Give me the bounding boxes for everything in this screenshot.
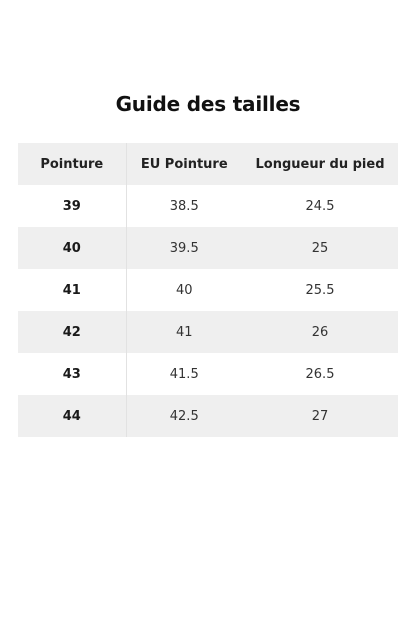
cell-foot-length: 26.5	[305, 366, 335, 382]
cell-eu-size: 41.5	[169, 366, 199, 382]
cell-size: 40	[18, 227, 127, 269]
page-title: Guide des tailles	[115, 92, 301, 116]
cell-eu-size: 40	[175, 282, 193, 298]
cell-foot-length: 26	[242, 311, 398, 353]
cell-eu-size: 39.5	[126, 227, 242, 269]
cell-foot-length: 24.5	[305, 198, 335, 214]
cell-eu-size: 41	[126, 311, 242, 353]
table-row: 42 41 26	[18, 311, 398, 353]
table-row: 43 41.5 26.5	[18, 353, 398, 395]
cell-size: 41	[18, 269, 127, 311]
cell-size: 44	[18, 395, 127, 437]
table-row: 39 38.5 24.5	[18, 185, 398, 227]
header-pointure: Pointure	[18, 143, 127, 185]
table-row: 44 42.5 27	[18, 395, 398, 437]
cell-size: 39	[18, 185, 127, 227]
cell-size: 42	[18, 311, 127, 353]
table-row: 40 39.5 25	[18, 227, 398, 269]
size-guide-table: Pointure EU Pointure Longueur du pied 39…	[18, 143, 399, 437]
header-longueur-du-pied: Longueur du pied	[242, 143, 398, 185]
table-header-row: Pointure EU Pointure Longueur du pied	[18, 143, 398, 185]
table-row: 41 40 25.5	[18, 269, 398, 311]
header-eu-pointure: EU Pointure	[126, 143, 242, 185]
cell-eu-size: 38.5	[169, 198, 199, 214]
cell-foot-length: 25.5	[305, 282, 335, 298]
cell-foot-length: 27	[242, 395, 398, 437]
cell-foot-length: 25	[242, 227, 398, 269]
cell-eu-size: 42.5	[126, 395, 242, 437]
cell-size: 43	[18, 353, 127, 395]
